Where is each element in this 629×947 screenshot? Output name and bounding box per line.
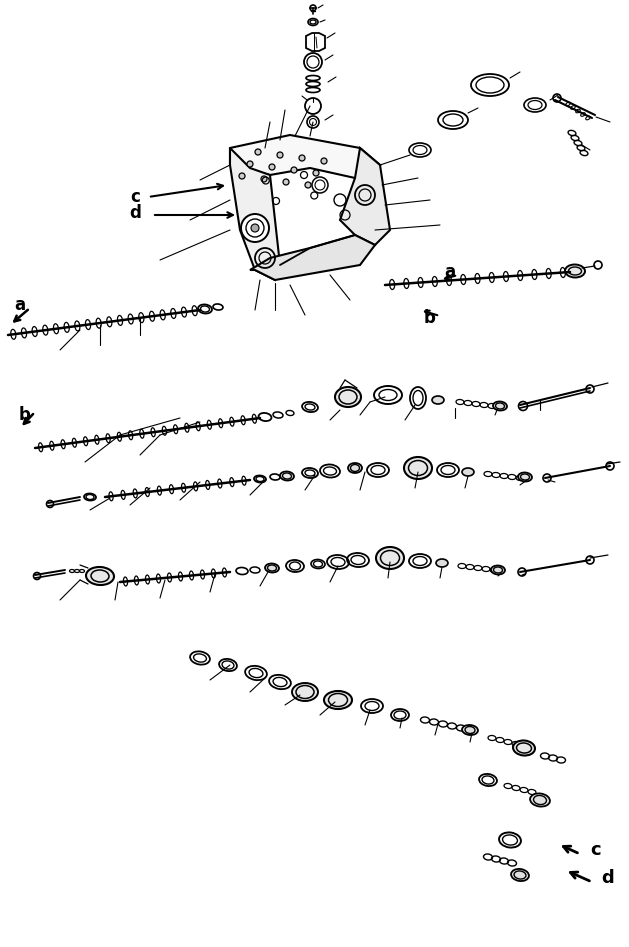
Ellipse shape: [493, 402, 507, 410]
Ellipse shape: [348, 463, 362, 473]
Ellipse shape: [436, 559, 448, 567]
Text: b: b: [19, 406, 31, 424]
Circle shape: [313, 170, 319, 176]
Circle shape: [305, 182, 311, 188]
Text: d: d: [129, 204, 141, 222]
Ellipse shape: [335, 387, 361, 407]
Polygon shape: [230, 148, 280, 280]
Ellipse shape: [565, 264, 585, 277]
Text: c: c: [130, 188, 140, 206]
Ellipse shape: [432, 396, 444, 404]
Circle shape: [251, 224, 259, 232]
Ellipse shape: [530, 794, 550, 807]
Circle shape: [283, 179, 289, 185]
Circle shape: [269, 164, 275, 170]
Text: a: a: [445, 263, 455, 281]
Ellipse shape: [404, 457, 432, 479]
Ellipse shape: [259, 413, 272, 421]
Ellipse shape: [491, 565, 505, 575]
Ellipse shape: [280, 472, 294, 480]
Ellipse shape: [292, 683, 318, 701]
Ellipse shape: [462, 725, 478, 735]
Ellipse shape: [86, 567, 114, 585]
Ellipse shape: [462, 468, 474, 476]
Ellipse shape: [513, 741, 535, 756]
Polygon shape: [340, 148, 390, 245]
Polygon shape: [230, 135, 380, 178]
Circle shape: [299, 155, 305, 161]
Circle shape: [277, 152, 283, 158]
Text: d: d: [601, 869, 615, 887]
Polygon shape: [250, 235, 375, 280]
Circle shape: [305, 98, 321, 114]
Circle shape: [291, 167, 297, 173]
Ellipse shape: [198, 304, 212, 313]
Ellipse shape: [324, 691, 352, 709]
Polygon shape: [306, 33, 325, 51]
Ellipse shape: [376, 547, 404, 569]
Circle shape: [255, 149, 261, 155]
Circle shape: [261, 176, 267, 182]
Ellipse shape: [511, 869, 529, 881]
Circle shape: [321, 158, 327, 164]
Circle shape: [241, 214, 269, 242]
Circle shape: [239, 173, 245, 179]
Ellipse shape: [265, 563, 279, 573]
Ellipse shape: [84, 493, 96, 501]
Text: b: b: [424, 309, 436, 327]
Text: c: c: [591, 841, 601, 859]
Circle shape: [247, 161, 253, 167]
Ellipse shape: [518, 473, 532, 481]
Text: a: a: [14, 296, 26, 314]
